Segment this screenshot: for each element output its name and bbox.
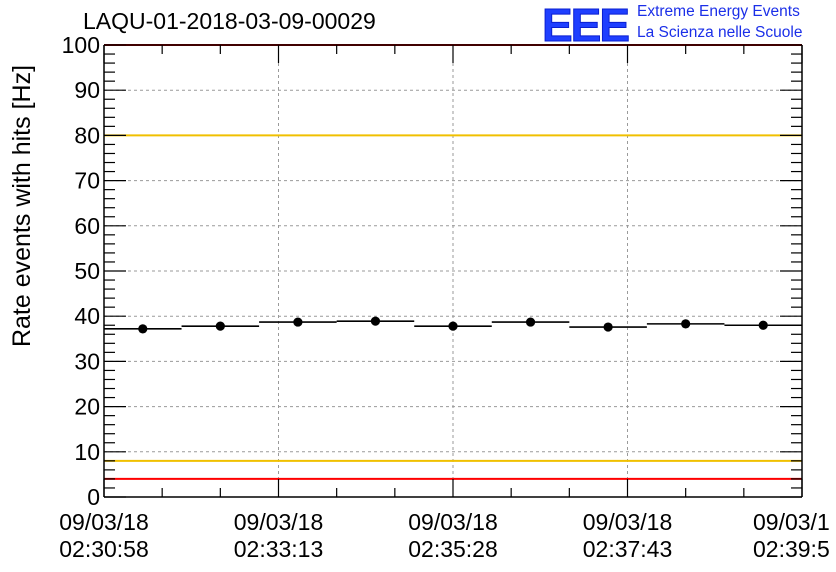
data-point [758,320,768,330]
logo-line-1: Extreme Energy Events [637,3,800,20]
x-tick-label-date: 09/03/18 [408,509,498,535]
y-tick-label: 100 [62,32,100,58]
y-tick-label: 40 [74,303,100,329]
x-tick-label-time: 02:35:28 [408,536,498,562]
tick-labels: 010203040506070809010009/03/1802:30:5809… [59,32,830,562]
y-tick-label: 70 [74,168,100,194]
y-tick-label: 0 [87,484,100,510]
data-point [138,324,148,334]
x-tick-label-date: 09/03/18 [583,509,673,535]
y-axis-label: Rate events with hits [Hz] [8,65,36,347]
chart-title: LAQU-01-2018-03-09-00029 [83,8,376,34]
data-point [215,321,225,331]
y-tick-label: 60 [74,213,100,239]
y-tick-label: 90 [74,77,100,103]
data-series [104,316,802,334]
x-tick-label-date: 09/03/1 [753,509,830,535]
logo-line-2: La Scienza nelle Scuole [637,24,803,41]
y-tick-label: 50 [74,258,100,284]
data-point [603,322,613,332]
y-tick-label: 10 [74,439,100,465]
x-tick-label-date: 09/03/18 [234,509,324,535]
y-tick-label: 20 [74,394,100,420]
x-tick-label-date: 09/03/18 [59,509,149,535]
x-tick-label-time: 02:39:5 [753,536,830,562]
y-tick-label: 80 [74,122,100,148]
grid-lines [104,45,802,497]
x-tick-label-time: 02:30:58 [59,536,149,562]
data-point [370,316,381,326]
y-tick-label: 30 [74,348,100,374]
axes [103,44,803,498]
data-point [681,319,691,329]
data-point [525,317,536,327]
eee-logo-mark: EEE [541,0,630,51]
data-point [448,321,458,331]
x-tick-label-time: 02:37:43 [583,536,673,562]
x-tick-label-time: 02:33:13 [234,536,324,562]
data-point [293,317,303,327]
